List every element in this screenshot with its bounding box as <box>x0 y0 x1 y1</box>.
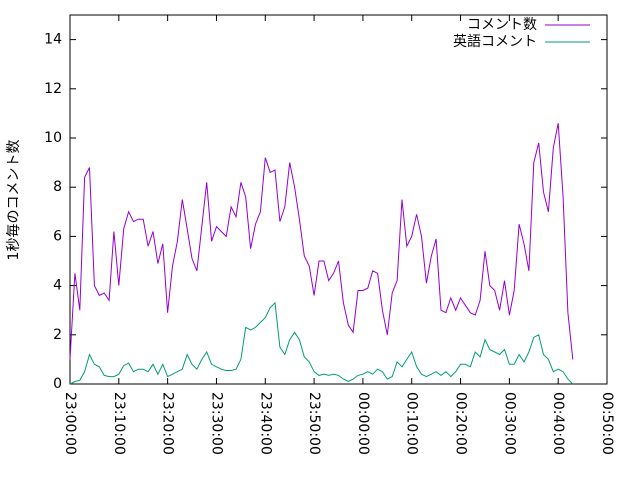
x-tick-label: 23:40:00 <box>257 392 273 455</box>
x-tick-label: 00:40:00 <box>550 392 566 455</box>
x-tick-label: 23:20:00 <box>160 392 176 455</box>
legend-label: 英語コメント <box>453 33 537 50</box>
plot-border <box>69 14 608 385</box>
y-tick-label: 14 <box>44 32 62 48</box>
x-tick-label: 23:10:00 <box>111 392 127 455</box>
x-tick-label: 23:30:00 <box>208 392 224 455</box>
series-line <box>69 123 574 360</box>
x-tick-label: 00:30:00 <box>501 392 517 455</box>
x-tick-label: 00:50:00 <box>599 392 615 455</box>
y-tick-label: 0 <box>53 376 62 392</box>
y-tick-label: 8 <box>53 179 62 195</box>
y-tick-label: 12 <box>44 81 62 97</box>
legend-label: コメント数 <box>467 17 537 33</box>
x-tick-label: 23:00:00 <box>62 392 78 455</box>
y-tick-label: 4 <box>53 278 62 294</box>
series-line <box>69 301 574 385</box>
x-tick-label: 23:50:00 <box>306 392 322 455</box>
y-tick-label: 6 <box>53 228 62 244</box>
x-tick-label: 00:00:00 <box>355 392 371 455</box>
y-axis-label: 1秒毎のコメント数 <box>6 140 22 261</box>
x-tick-label: 00:10:00 <box>404 392 420 455</box>
y-tick-label: 10 <box>44 130 62 146</box>
x-tick-label: 00:20:00 <box>453 392 469 455</box>
y-tick-label: 2 <box>53 327 62 343</box>
